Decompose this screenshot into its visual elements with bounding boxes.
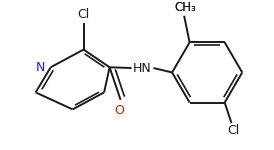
Text: HN: HN [133, 61, 152, 75]
Text: Cl: Cl [227, 124, 239, 137]
Text: N: N [36, 61, 45, 74]
Text: CH₃: CH₃ [175, 1, 196, 14]
Text: O: O [114, 104, 124, 117]
Text: CH₃: CH₃ [175, 1, 196, 14]
Text: Cl: Cl [78, 8, 90, 21]
